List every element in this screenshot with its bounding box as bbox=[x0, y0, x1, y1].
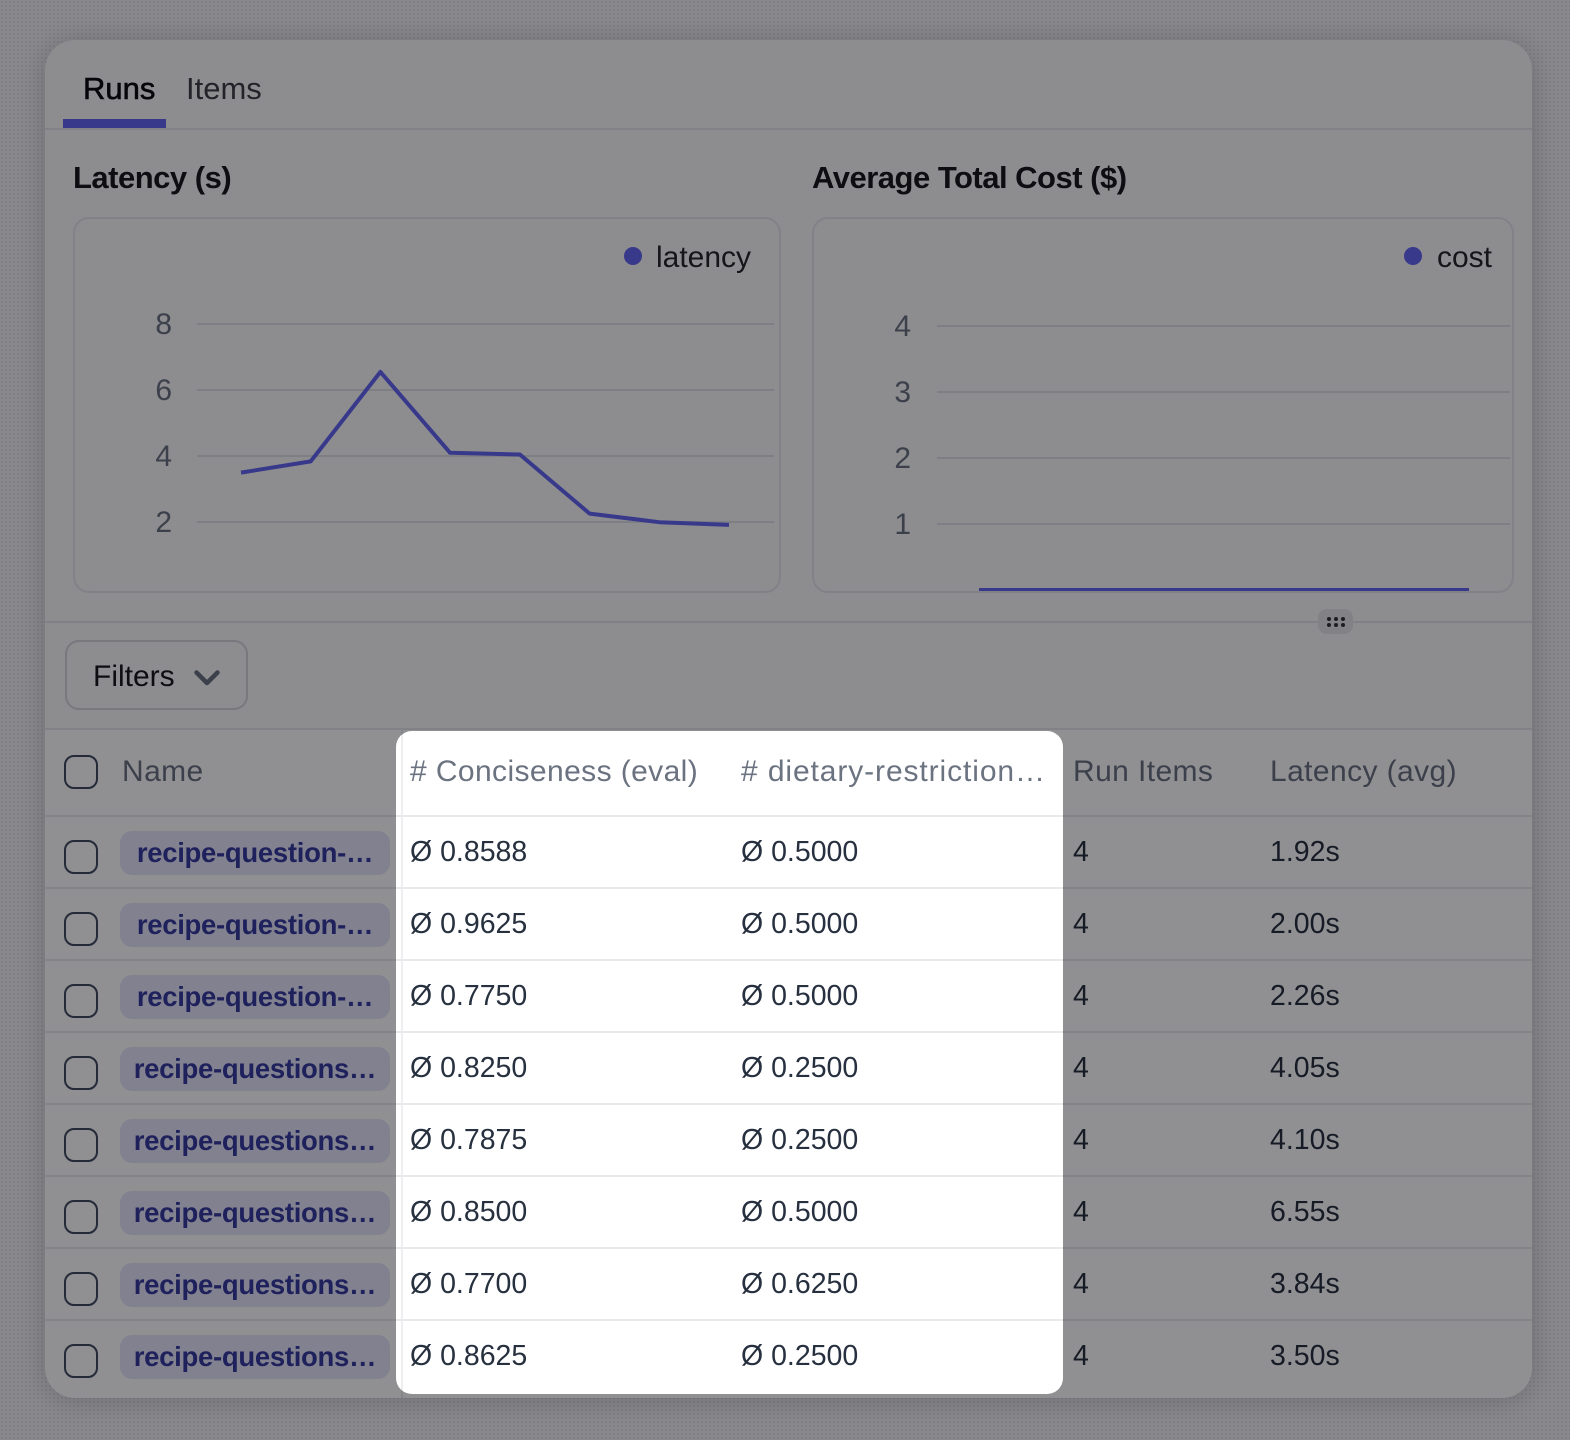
svg-text:2: 2 bbox=[155, 506, 172, 539]
svg-text:latency: latency bbox=[656, 241, 751, 274]
svg-text:3: 3 bbox=[894, 376, 911, 409]
svg-text:4: 4 bbox=[894, 310, 911, 343]
svg-text:4: 4 bbox=[155, 440, 172, 473]
svg-text:6: 6 bbox=[155, 374, 172, 407]
svg-text:8: 8 bbox=[155, 308, 172, 341]
svg-text:1: 1 bbox=[894, 508, 911, 541]
svg-text:cost: cost bbox=[1437, 241, 1493, 274]
svg-text:2: 2 bbox=[894, 442, 911, 475]
